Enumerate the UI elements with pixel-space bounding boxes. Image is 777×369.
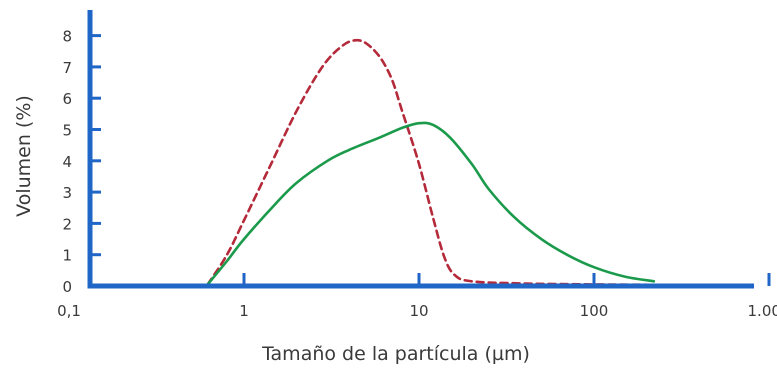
x-tick-label-4: 1.000 (748, 302, 777, 320)
y-tick-label-5: 5 (62, 122, 72, 140)
y-tick-label-1: 1 (62, 247, 72, 265)
y-tick-label-6: 6 (62, 90, 72, 108)
y-tick-label-7: 7 (62, 59, 72, 77)
y-tick-label-2: 2 (62, 215, 72, 233)
series-line-1 (206, 38, 648, 286)
x-tick-label-1: 1 (239, 302, 249, 320)
series-line-2 (206, 121, 656, 286)
y-tick-label-8: 8 (62, 28, 72, 46)
x-tick-label-2: 10 (409, 302, 428, 320)
x-tick-label-3: 100 (580, 302, 609, 320)
y-tick-label-3: 3 (62, 184, 72, 202)
series-layer (206, 38, 656, 286)
y-axis-title: Volumen (%) (13, 95, 35, 217)
y-tick-label-0: 0 (62, 278, 72, 296)
axis-layer (87, 10, 771, 289)
label-layer: 0,1 1 10 100 1.000 0 1 2 3 4 5 6 7 8 (57, 28, 777, 320)
y-tick-label-4: 4 (62, 153, 72, 171)
x-tick-label-0: 0,1 (57, 302, 81, 320)
x-axis-title: Tamaño de la partícula (µm) (261, 343, 530, 365)
